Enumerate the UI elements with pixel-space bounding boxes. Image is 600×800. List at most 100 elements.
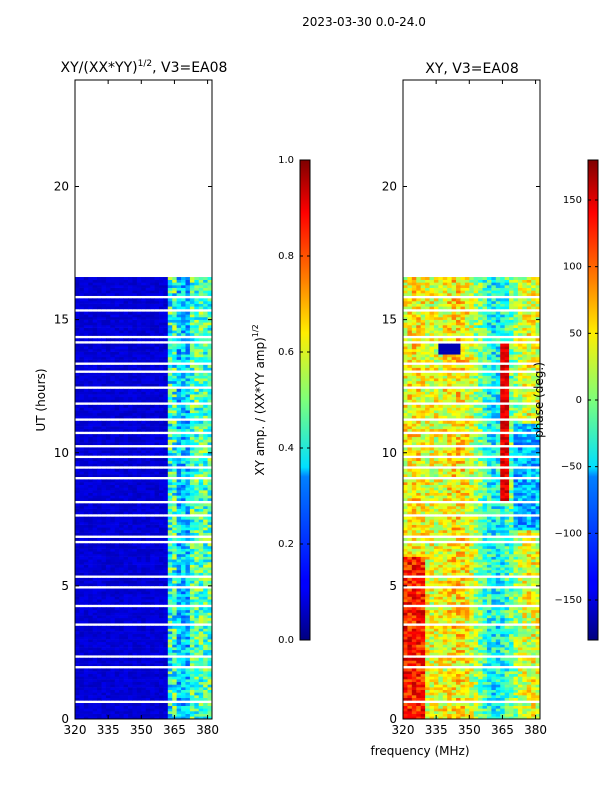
amplitude-cell	[114, 612, 120, 616]
amplitude-cell	[97, 482, 102, 485]
phase-cell	[513, 671, 519, 675]
phase-cell	[416, 713, 422, 717]
amplitude-cell	[181, 703, 186, 706]
amplitude-cell	[105, 319, 111, 323]
amplitude-cell	[75, 617, 80, 621]
amplitude-cell	[119, 407, 125, 411]
amplitude-cell	[79, 607, 85, 611]
phase-cell	[429, 676, 435, 680]
amplitude-cell	[194, 348, 200, 352]
amplitude-cell	[79, 428, 85, 432]
amplitude-cell	[172, 300, 178, 304]
amplitude-cell	[141, 705, 147, 709]
amplitude-cell	[105, 561, 111, 565]
amplitude-cell	[189, 609, 195, 613]
amplitude-cell	[128, 434, 133, 438]
amplitude-cell	[105, 338, 111, 342]
amplitude-cell	[141, 639, 147, 643]
amplitude-cell	[145, 434, 151, 438]
amplitude-cell	[181, 420, 186, 424]
amplitude-cell	[88, 338, 94, 342]
amplitude-cell	[158, 420, 164, 424]
amplitude-cell	[158, 332, 164, 336]
amplitude-cell	[119, 687, 125, 691]
amplitude-cell	[83, 420, 89, 424]
phase-cell	[491, 711, 497, 714]
amplitude-cell	[75, 351, 80, 355]
amplitude-cell	[207, 631, 213, 635]
amplitude-cell	[207, 527, 213, 531]
amplitude-cell	[136, 474, 142, 478]
amplitude-cell	[150, 705, 155, 709]
amplitude-cell	[145, 439, 151, 443]
amplitude-cell	[198, 479, 204, 483]
amplitude-cell	[207, 300, 213, 304]
colorbar-tick-label: 0.0	[278, 635, 294, 646]
x-tick-label: 380	[196, 723, 219, 737]
phase-cell	[447, 716, 453, 720]
phase-cell	[522, 692, 528, 696]
phase-cell	[411, 671, 417, 675]
amplitude-cell	[145, 572, 151, 576]
amplitude-cell	[167, 452, 173, 456]
amplitude-cell	[167, 543, 173, 547]
amplitude-cell	[75, 450, 80, 454]
phase-cell	[438, 708, 444, 712]
phase-cell	[416, 705, 422, 709]
amplitude-cell	[176, 506, 182, 509]
phase-cell	[509, 713, 514, 717]
amplitude-cell	[92, 617, 98, 621]
amplitude-cell	[92, 689, 98, 693]
amplitude-cell	[158, 684, 164, 688]
amplitude-cell	[110, 415, 116, 419]
amplitude-cell	[189, 580, 195, 584]
amplitude-cell	[128, 697, 133, 701]
amplitude-cell	[203, 498, 208, 501]
amplitude-cell	[119, 484, 125, 488]
amplitude-cell	[194, 663, 200, 667]
phase-cell	[429, 673, 435, 677]
amplitude-cell	[101, 452, 107, 456]
amplitude-cell	[203, 420, 208, 424]
amplitude-cell	[132, 577, 138, 581]
amplitude-cell	[207, 532, 213, 536]
amplitude-cell	[207, 617, 213, 621]
amplitude-cell	[181, 359, 186, 363]
amplitude-cell	[114, 561, 120, 565]
amplitude-cell	[75, 647, 80, 651]
amplitude-cell	[163, 703, 169, 706]
amplitude-cell	[88, 532, 94, 536]
amplitude-cell	[88, 511, 94, 515]
amplitude-cell	[154, 322, 160, 326]
amplitude-cell	[114, 716, 120, 720]
amplitude-cell	[136, 572, 142, 576]
amplitude-cell	[75, 285, 80, 288]
amplitude-cell	[75, 383, 80, 387]
amplitude-cell	[119, 636, 125, 640]
amplitude-cell	[154, 689, 160, 693]
amplitude-cell	[181, 487, 186, 491]
amplitude-cell	[145, 511, 151, 515]
amplitude-cell	[176, 428, 182, 432]
amplitude-cell	[194, 378, 200, 382]
amplitude-cell	[198, 593, 204, 597]
amplitude-cell	[176, 551, 182, 555]
phase-cell	[403, 705, 408, 709]
amplitude-cell	[83, 463, 89, 467]
amplitude-cell	[83, 380, 89, 384]
amplitude-cell	[128, 708, 133, 712]
phase-cell	[522, 671, 528, 675]
amplitude-cell	[167, 399, 173, 403]
amplitude-cell	[105, 572, 111, 576]
amplitude-cell	[83, 628, 89, 632]
amplitude-cell	[167, 524, 173, 528]
amplitude-cell	[132, 676, 138, 680]
amplitude-cell	[128, 631, 133, 635]
amplitude-cell	[128, 364, 133, 368]
amplitude-cell	[132, 293, 138, 296]
amplitude-cell	[203, 713, 208, 717]
phase-cell	[469, 671, 475, 675]
amplitude-cell	[88, 673, 94, 677]
amplitude-cell	[110, 697, 116, 701]
amplitude-cell	[176, 660, 182, 664]
